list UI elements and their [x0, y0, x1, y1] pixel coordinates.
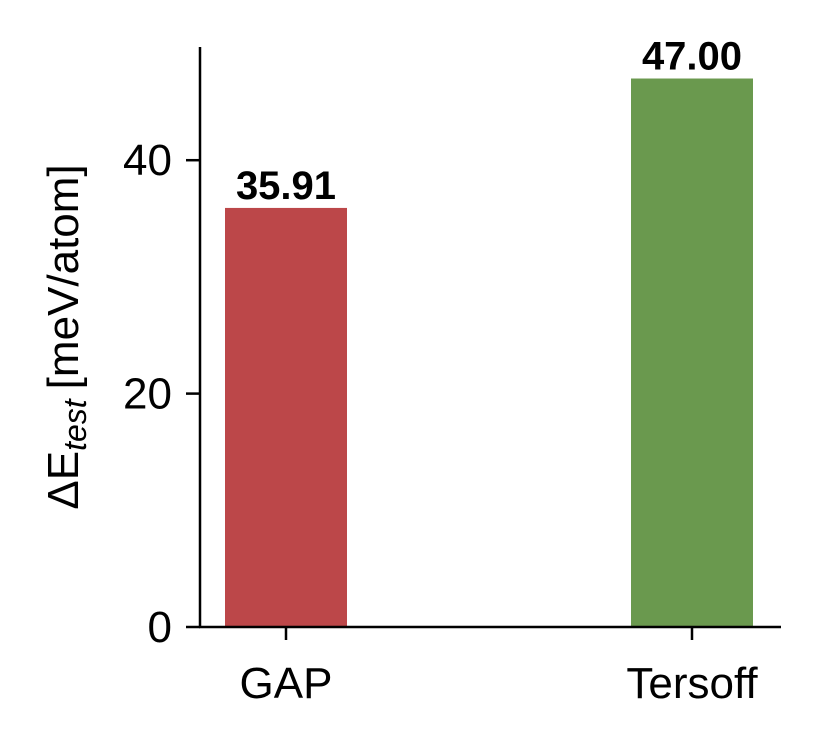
- y-axis-label: ΔEtest[meV/atom]: [39, 164, 93, 509]
- x-tick-label-gap: GAP: [240, 659, 333, 708]
- x-tick-label-tersoff: Tersoff: [626, 659, 758, 708]
- data-label-tersoff: 47.00: [642, 35, 742, 79]
- bar-tersoff: [631, 78, 753, 628]
- bar-gap: [225, 207, 347, 628]
- y-tick-label-0: 0: [148, 603, 172, 652]
- data-label-gap: 35.91: [236, 164, 336, 208]
- y-tick-label-20: 20: [123, 370, 172, 419]
- y-tick-label-40: 40: [123, 136, 172, 185]
